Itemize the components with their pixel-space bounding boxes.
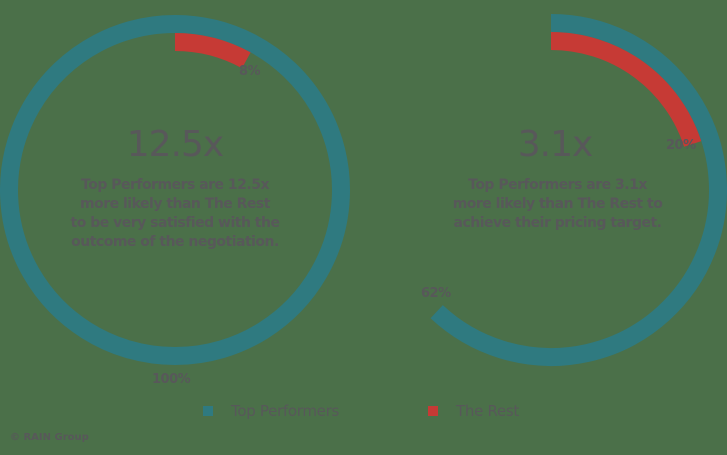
legend-label: Top Performers [231,402,339,420]
chart-1-description-line: more likely than The Rest [80,196,270,212]
chart-2-description-line: Top Performers are 3.1x [468,177,647,193]
chart-2-top-performers-value: 62% [421,286,451,301]
chart-1-the-rest-value: 8% [239,64,261,79]
chart-1-top-performers-arc [0,15,350,365]
chart-1-description-line: to be very satisfied with the [70,215,280,231]
chart-2-the-rest-value: 20% [666,138,696,153]
chart-2-description-line: achieve their pricing target. [453,215,663,231]
chart-2-multiplier: 3.1x [517,124,594,165]
the-rest-swatch [428,406,438,416]
chart-2-description: Top Performers are 3.1x more likely than… [445,176,670,233]
legend-label: The Rest [456,402,519,420]
chart-2-description-line: more likely than The Rest to [452,196,663,212]
chart-2-top-performers-arc [430,14,727,366]
top-performers-swatch [203,406,213,416]
chart-1-description: Top Performers are 12.5x more likely tha… [40,176,310,252]
chart-1-the-rest-arc [174,33,251,69]
legend-item-the-rest: The Rest [428,402,519,420]
chart-1-multiplier: 12.5x [126,124,224,165]
chart-1-description-line: Top Performers are 12.5x [81,177,269,193]
chart-2-the-rest-arc [550,32,702,147]
chart-1 [0,15,350,365]
chart-2 [430,14,727,366]
chart-1-description-line: outcome of the negotiation. [71,234,279,250]
copyright-credit: © RAIN Group [10,432,89,443]
chart-1-top-performers-value: 100% [152,372,191,387]
legend-item-top-performers: Top Performers [203,402,339,420]
